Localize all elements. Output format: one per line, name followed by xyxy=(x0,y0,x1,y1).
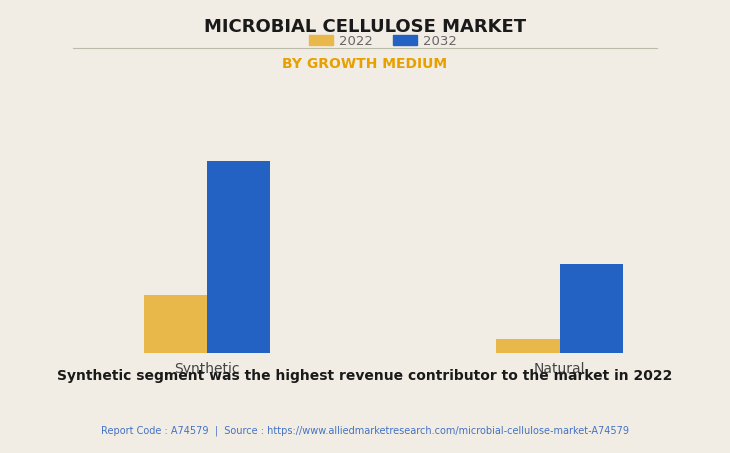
Text: Synthetic segment was the highest revenue contributor to the market in 2022: Synthetic segment was the highest revenu… xyxy=(58,369,672,383)
Text: BY GROWTH MEDIUM: BY GROWTH MEDIUM xyxy=(283,57,447,71)
Bar xyxy=(496,339,559,353)
Text: Report Code : A74579  |  Source : https://www.alliedmarketresearch.com/microbial: Report Code : A74579 | Source : https://… xyxy=(101,426,629,436)
Bar xyxy=(144,295,207,353)
Legend: 2022, 2032: 2022, 2032 xyxy=(304,29,463,53)
Bar xyxy=(559,264,623,353)
Bar xyxy=(207,161,270,353)
Text: MICROBIAL CELLULOSE MARKET: MICROBIAL CELLULOSE MARKET xyxy=(204,18,526,36)
